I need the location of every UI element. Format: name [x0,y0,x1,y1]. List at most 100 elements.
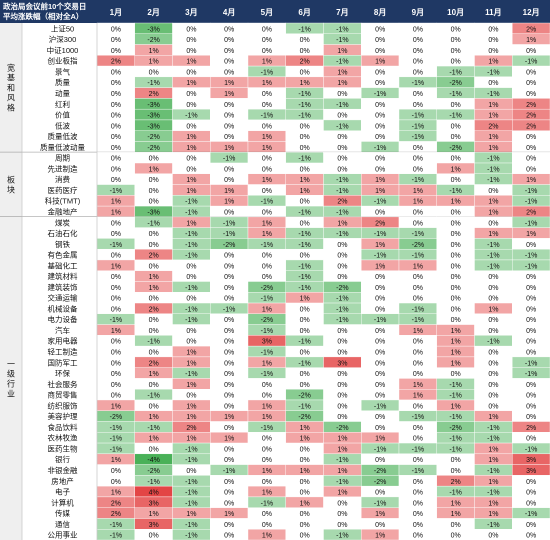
cell-value-label: 1% [488,113,498,120]
cell-value-label: 0% [300,457,310,464]
cell-value-label: 0% [262,26,272,33]
cell-value-label: 0% [149,403,159,410]
cell-value-label: 0% [149,177,159,184]
cell-value-label: -2% [223,242,235,249]
row-label: 房地产 [51,476,74,486]
cell-value-label: -1% [412,446,424,453]
cell-value-label: 0% [224,123,234,130]
row-label: 景气 [55,66,70,76]
cell-value-label: -1% [298,242,310,249]
cell-value-label: 0% [375,37,385,44]
row-label-cell [22,173,97,185]
cell-value-label: 0% [300,317,310,324]
cell-value-label: 0% [526,145,536,152]
cell-value-label: -1% [487,166,499,173]
cell-value-label: -1% [525,263,537,270]
row-label: 家用电器 [48,336,78,346]
row-label-cell [22,324,97,336]
cell-value-label: 0% [413,403,423,410]
cell-value-label: 0% [262,479,272,486]
chart-title-line-1: 政治局会议前10个交易日 [3,1,86,11]
cell-value-label: -1% [185,306,197,313]
cell-value-label: 0% [111,382,121,389]
cell-value-label: 0% [149,69,159,76]
cell-value-label: 0% [111,37,121,44]
cell-value-label: 0% [375,166,385,173]
cell-value-label: 0% [488,393,498,400]
cell-value-label: -1% [298,209,310,216]
cell-value-label: 0% [111,220,121,227]
cell-value-label: 1% [337,490,347,497]
cell-value-label: 0% [375,156,385,163]
cell-value-label: 0% [451,177,461,184]
cell-value-label: 1% [451,328,461,335]
cell-value-label: -1% [449,188,461,195]
cell-value-label: -2% [412,242,424,249]
cell-value-label: 0% [111,123,121,130]
cell-value-label: 1% [186,188,196,195]
row-label-cell [22,496,97,508]
cell-value-label: -1% [487,177,499,184]
row-label-cell [22,249,97,260]
cell-value-label: 0% [451,285,461,292]
cell-value-label: -1% [261,69,273,76]
cell-value-label: 1% [186,382,196,389]
cell-value-label: 0% [337,134,347,141]
cell-value-label: 0% [451,317,461,324]
cell-value-label: 0% [186,156,196,163]
cell-value-label: 1% [186,80,196,87]
cell-value-label: 0% [111,285,121,292]
row-label-cell [22,475,97,487]
cell-value-label: 0% [413,166,423,173]
cell-value-label: 1% [111,403,121,410]
cell-value-label: -1% [336,296,348,303]
cell-value-label: 0% [451,231,461,238]
row-label-cell [22,507,97,519]
cell-value-label: -1% [449,393,461,400]
cell-value-label: 0% [186,468,196,475]
cell-value-label: 0% [111,468,121,475]
cell-value-label: -2% [336,425,348,432]
cell-value-label: 0% [337,350,347,357]
cell-value-label: 0% [413,522,423,529]
cell-value-label: 0% [111,91,121,98]
cell-value-label: -1% [298,156,310,163]
cell-value-label: 0% [451,156,461,163]
cell-value-label: -1% [185,490,197,497]
cell-value-label: -1% [525,220,537,227]
cell-value-label: 0% [224,350,234,357]
cell-value-label: -3% [147,209,159,216]
month-header: 1月 [110,8,122,17]
row-label-cell [22,367,97,379]
cell-value-label: 0% [413,59,423,66]
cell-value-label: -2% [374,479,386,486]
cell-value-label: -1% [487,91,499,98]
cell-value-label: -3% [147,26,159,33]
cell-value-label: 0% [526,48,536,55]
cell-value-label: 0% [375,350,385,357]
row-label-cell [22,486,97,497]
cell-value-label: -1% [261,500,273,507]
row-label: 质量低波 [48,131,78,141]
cell-value-label: 0% [300,220,310,227]
cell-value-label: 1% [300,436,310,443]
cell-value-label: -3% [147,113,159,120]
cell-value-label: 0% [413,145,423,152]
cell-value-label: 1% [149,511,159,518]
cell-value-label: -1% [185,317,197,324]
cell-value-label: 0% [375,425,385,432]
cell-value-label: -1% [412,113,424,120]
cell-value-label: 0% [413,371,423,378]
row-label-cell [22,206,97,217]
cell-value-label: 1% [413,393,423,400]
cell-value-label: 0% [149,317,159,324]
cell-value-label: -1% [449,382,461,389]
cell-value-label: -1% [185,285,197,292]
cell-value-label: 0% [300,145,310,152]
cell-value-label: 0% [413,156,423,163]
cell-value-label: 1% [488,511,498,518]
cell-value-label: 1% [413,199,423,206]
cell-value-label: 0% [526,274,536,281]
cell-value-label: 2% [186,425,196,432]
cell-value-label: 0% [149,242,159,249]
